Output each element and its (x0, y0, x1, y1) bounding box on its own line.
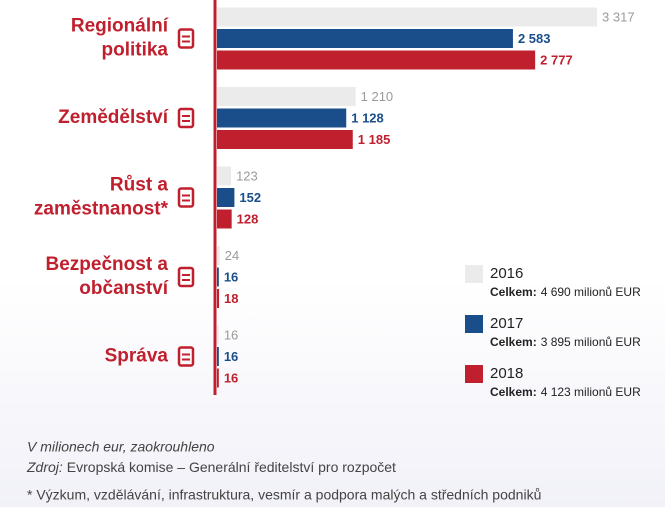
category-label: Správa (105, 346, 169, 367)
category-icon (177, 346, 195, 367)
bar (217, 188, 235, 207)
bar (217, 50, 536, 70)
value-label: 16 (224, 349, 238, 364)
legend-swatch (465, 365, 483, 383)
value-label: 16 (224, 269, 238, 284)
legend-label: 2018 (490, 365, 523, 382)
note: V milionech eur, zaokrouhleno (27, 439, 215, 455)
value-label: 16 (224, 370, 238, 385)
value-label: 1 128 (351, 110, 384, 125)
source-text: Evropská komise – Generální ředitelství … (67, 459, 396, 475)
legend-total: Celkem: 4 690 milionů EUR (490, 285, 641, 299)
category-label: Růst a zaměstnanost* (34, 175, 169, 220)
legend-total: Celkem: 3 895 milionů EUR (490, 335, 641, 349)
category-icon (177, 28, 195, 49)
value-label: 2 583 (518, 31, 551, 46)
value-label: 24 (225, 248, 239, 263)
bar (217, 108, 347, 128)
bar (217, 246, 220, 265)
legend-total-prefix: Celkem: (490, 285, 537, 299)
bar (217, 87, 356, 106)
category-label: Zemědělství (58, 107, 169, 128)
value-label: 123 (236, 168, 258, 183)
bar (217, 209, 232, 229)
value-label: 128 (237, 211, 259, 226)
legend-total-prefix: Celkem: (490, 385, 537, 399)
value-label: 18 (224, 291, 238, 306)
category-label: Regionální politika (71, 16, 169, 61)
legend-label: 2016 (490, 265, 523, 282)
value-label: 1 210 (361, 89, 394, 104)
category-icon (177, 187, 195, 208)
legend-total-label: 4 123 milionů EUR (541, 385, 641, 399)
footnote: * Výzkum, vzdělávání, infrastruktura, ve… (27, 487, 541, 503)
value-label: 1 185 (358, 132, 391, 147)
legend-total: Celkem: 4 123 milionů EUR (490, 385, 641, 399)
bar (217, 7, 598, 27)
bar (217, 368, 219, 388)
category-icon (177, 266, 195, 288)
bar (217, 166, 232, 186)
legend-label: 2017 (490, 315, 523, 332)
bar (217, 289, 220, 308)
source-prefix: Zdroj: (26, 459, 63, 475)
source: Zdroj: Evropská komise – Generální ředite… (26, 459, 396, 475)
bar (217, 267, 219, 287)
legend-total-prefix: Celkem: (490, 335, 537, 349)
legend-total-label: 3 895 milionů EUR (541, 335, 641, 349)
value-label: 3 317 (602, 9, 635, 24)
value-label: 152 (239, 190, 261, 205)
bar (217, 325, 219, 345)
category-icon (177, 107, 195, 129)
bar (217, 347, 219, 366)
legend-swatch (465, 265, 483, 283)
category-label: Bezpečnost a občanství (46, 254, 169, 299)
legend-swatch (465, 315, 483, 333)
value-label: 2 777 (540, 52, 573, 67)
bar (217, 29, 513, 48)
value-label: 16 (224, 327, 238, 342)
bar (217, 130, 353, 149)
legend-total-label: 4 690 milionů EUR (541, 285, 641, 299)
